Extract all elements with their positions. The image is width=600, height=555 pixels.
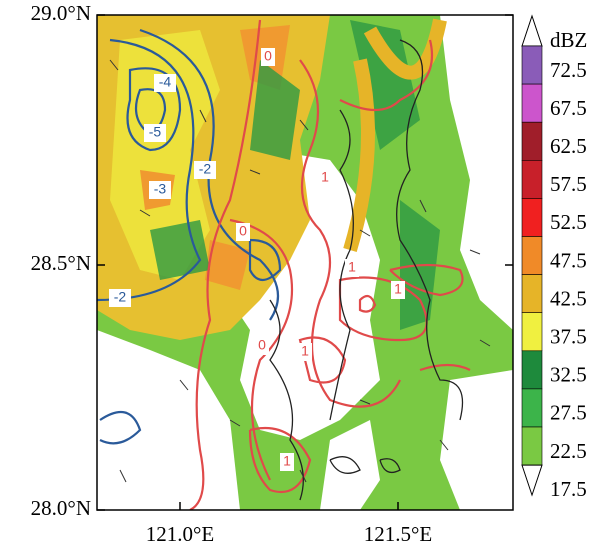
colorbar-tick-label: 67.5 [550,96,587,120]
map-frame [96,14,514,511]
colorbar-swatch [521,45,543,85]
colorbar: dBZ 72.5 67.5 62.5 57.5 52.5 47.5 42.5 37.5 32.5 2… [521,14,587,501]
no-echo [97,330,240,510]
contour-label: 1 [283,453,291,469]
no-echo [440,15,513,330]
colorbar-swatch [521,350,543,390]
wind-barbs [109,59,491,483]
colorbar-swatch [521,83,543,123]
blue-contours [97,28,282,445]
contour-label: -2 [199,161,212,177]
red-contours [189,19,471,510]
contour-label-bg [298,343,312,361]
colorbar-tick-label: 37.5 [550,325,587,349]
lon-label: 121.5°E [364,522,432,546]
colorbar-tick-label: 57.5 [550,172,587,196]
contour-label: 1 [348,259,356,275]
colorbar-tick-label: 62.5 [550,134,587,158]
colorbar-end [521,14,543,47]
no-echo [320,420,380,510]
colorbar-tick-label: 72.5 [550,58,587,82]
lat-label: 28.5°N [31,251,91,275]
contour-label: 0 [258,337,266,353]
colorbar-end [521,464,543,497]
contour-label: -5 [149,124,162,140]
contour-label: 1 [301,343,309,359]
colorbar-tick-label: 42.5 [550,286,587,310]
contour-label-bg [318,169,332,187]
colorbar-swatch [521,426,543,466]
contour-label: -4 [159,74,172,90]
contour-label-bg [261,48,275,66]
axis-ticks [97,14,513,511]
colorbar-tick-label: 52.5 [550,210,587,234]
echo-high [110,30,220,280]
contour-label-bg [280,453,294,471]
contour-label-bg [144,124,166,142]
contour-label-bg [149,181,171,199]
colorbar-tick-label: 47.5 [550,248,587,272]
colorbar-unit: dBZ [550,28,587,52]
colorbar-swatch [521,160,543,199]
colorbar-swatch [521,388,543,428]
contour-label-bg [154,74,176,92]
no-echo [440,370,513,510]
colorbar-tick-label: 22.5 [550,439,587,463]
lat-label: 29.0°N [31,1,91,25]
contour-label: -3 [154,181,167,197]
colorbar-swatch [521,121,543,161]
colorbar-swatch [521,312,543,352]
contour-label-bg [194,161,216,179]
contour-label-bg [345,259,359,277]
contour-label-bg [109,289,131,307]
contour-label-bg [255,337,269,355]
contour-label: -2 [114,289,127,305]
contour-label-bg [236,223,250,241]
colorbar-tick-label: 32.5 [550,363,587,387]
colorbar-swatch [521,198,543,237]
echo-mid [150,20,440,330]
contour-label: 0 [264,48,272,64]
contour-label: 1 [321,169,329,185]
lon-label: 121.0°E [146,522,214,546]
echo-high [343,18,447,253]
colorbar-tick-label: 27.5 [550,401,587,425]
contour-label-bg [391,281,405,299]
contour-label: 1 [394,281,402,297]
coastline [269,39,464,501]
colorbar-tick-label: 17.5 [550,477,587,501]
colorbar-swatch [521,236,543,275]
lat-label: 28.0°N [31,496,91,520]
contour-label: 0 [239,223,247,239]
colorbar-swatch [521,274,543,314]
